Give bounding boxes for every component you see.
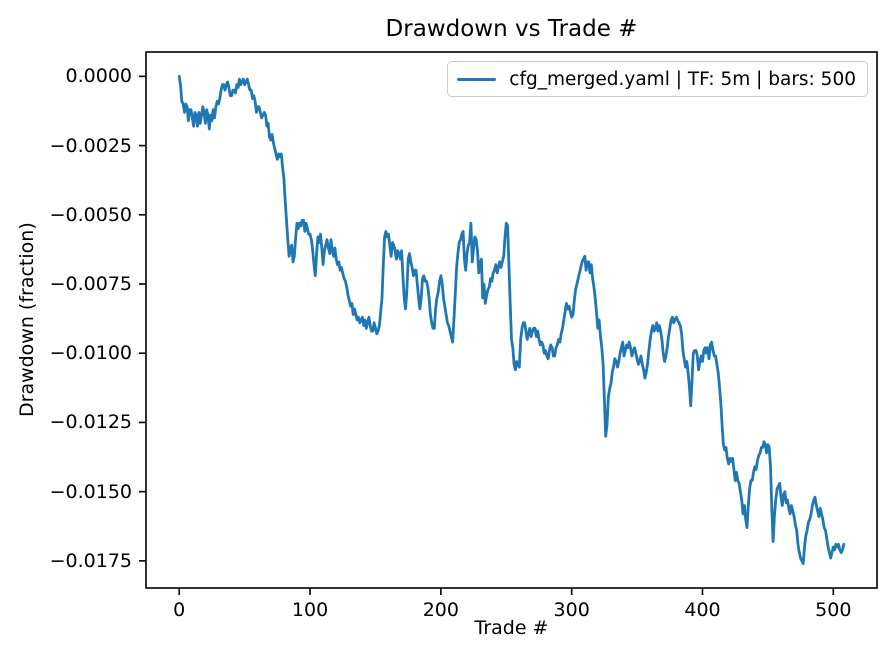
y-tick-label: −0.0050 — [49, 203, 132, 226]
x-axis-label: Trade # — [474, 617, 549, 639]
legend: cfg_merged.yaml | TF: 5m | bars: 500 — [447, 61, 868, 97]
x-tick-label: 100 — [291, 599, 329, 621]
y-tick-label: −0.0100 — [49, 342, 132, 365]
axes-spines — [145, 51, 878, 589]
y-axis-label: Drawdown (fraction) — [16, 222, 38, 418]
y-tick-label: −0.0025 — [49, 134, 132, 157]
chart-title: Drawdown vs Trade # — [385, 16, 638, 42]
x-tick-label: 200 — [422, 599, 459, 621]
x-tick-label: 0 — [173, 599, 186, 621]
y-tick-label: −0.0175 — [49, 549, 132, 572]
legend-line-sample — [457, 77, 497, 81]
y-tick-label: 0.0000 — [65, 65, 132, 88]
y-tick-label: −0.0150 — [49, 480, 132, 503]
legend-label: cfg_merged.yaml | TF: 5m | bars: 500 — [509, 68, 856, 90]
x-tick-label: 300 — [553, 599, 590, 621]
drawdown-line — [177, 75, 846, 565]
y-tick-label: −0.0125 — [49, 411, 132, 434]
x-tick-label: 400 — [684, 599, 721, 621]
x-tick-label: 500 — [815, 599, 852, 621]
y-tick-label: −0.0075 — [49, 273, 132, 295]
